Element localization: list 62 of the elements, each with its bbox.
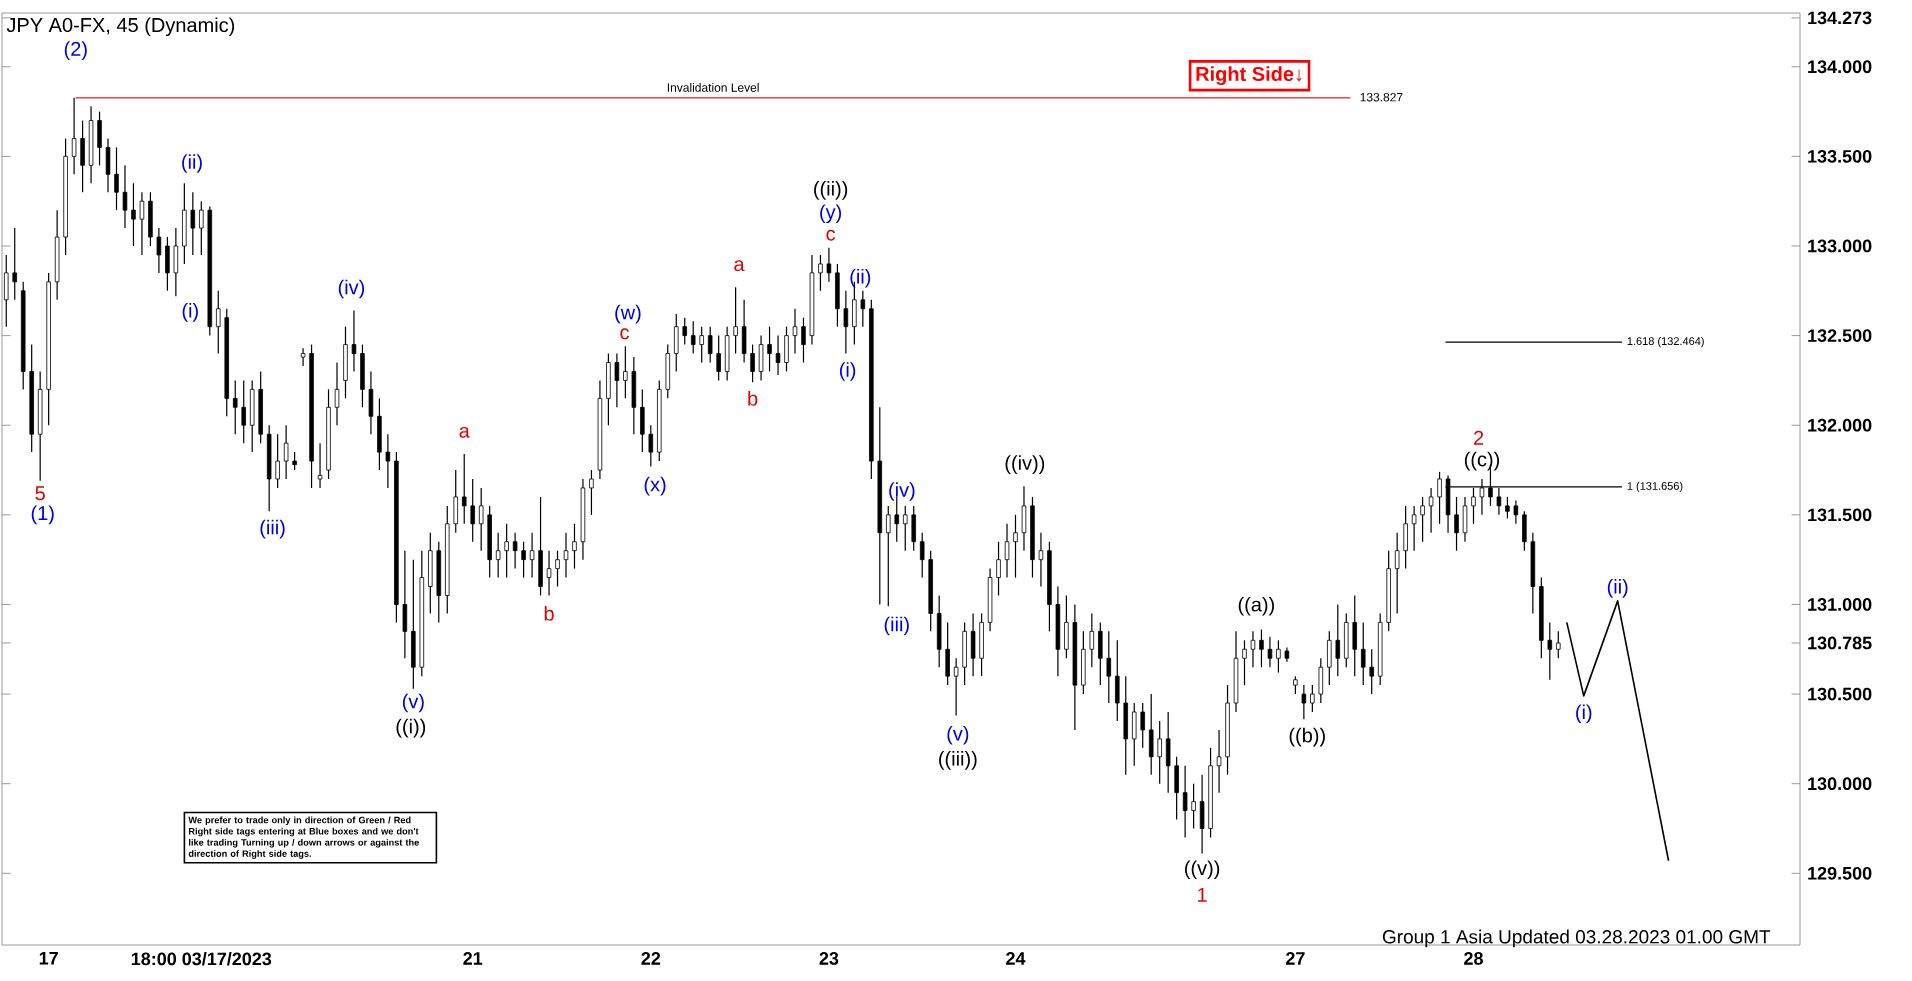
y-tick-label: 134.273 bbox=[1808, 11, 1872, 25]
x-tick-label: 22 bbox=[641, 952, 661, 965]
annotation: We prefer to trade only in direction of Green / Red Right side tags entering at Blue boxes and we don't like trading Turning up / down arrows or against the direction of Right side tags. bbox=[188, 816, 419, 859]
annotation: ((ii)) bbox=[814, 181, 848, 200]
y-tick-label: 133.000 bbox=[1808, 239, 1872, 253]
ref-line-label: Invalidation Level bbox=[667, 82, 759, 92]
annotation: (ii) bbox=[182, 154, 202, 173]
annotation: (i) bbox=[839, 362, 856, 381]
y-tick-label: 132.500 bbox=[1808, 329, 1872, 342]
chart-title: JPY A0-FX, 45 (Dynamic) bbox=[6, 17, 235, 37]
annotation: b bbox=[544, 606, 554, 621]
y-tick-label: 133.500 bbox=[1808, 149, 1872, 163]
annotation: 133.827 bbox=[1360, 93, 1403, 102]
annotation: ((v)) bbox=[1185, 860, 1220, 880]
annotation: ((iv)) bbox=[1005, 455, 1045, 474]
annotation: (v) bbox=[947, 725, 969, 745]
annotation: (iii) bbox=[884, 616, 909, 636]
annotation: (iii) bbox=[260, 519, 285, 539]
y-tick-label: 132.000 bbox=[1808, 418, 1872, 432]
y-tick-label: 129.500 bbox=[1808, 866, 1872, 880]
annotation: (1) bbox=[31, 505, 54, 525]
annotation: b bbox=[748, 391, 758, 406]
annotation: ((iii)) bbox=[939, 751, 977, 770]
y-tick-label: 130.785 bbox=[1808, 636, 1872, 650]
y-tick-label: 130.500 bbox=[1808, 687, 1872, 701]
annotation: 2 bbox=[1474, 430, 1484, 445]
x-tick-label: 28 bbox=[1464, 952, 1483, 965]
annotation: ((b)) bbox=[1289, 727, 1325, 747]
annotation: (w) bbox=[615, 304, 641, 324]
annotation: ((a)) bbox=[1238, 596, 1275, 616]
annotation: 5 bbox=[35, 486, 45, 501]
x-tick-label: 21 bbox=[463, 952, 483, 965]
annotation: Group 1 Asia Updated 03.28.2023 01.00 GMT bbox=[1382, 929, 1771, 948]
annotation: (iv) bbox=[889, 482, 915, 501]
annotation: (x) bbox=[644, 476, 666, 496]
annotation: ((c)) bbox=[1464, 451, 1500, 471]
annotation: c bbox=[620, 328, 629, 340]
y-tick-label: 134.000 bbox=[1808, 60, 1872, 74]
x-tick-label: 23 bbox=[819, 952, 839, 965]
ref-line-label: 1.618 (132.464) bbox=[1627, 336, 1704, 348]
y-tick-label: 131.000 bbox=[1808, 598, 1872, 611]
x-tick-label: 18:00 03/17/2023 bbox=[131, 952, 272, 966]
annotation: 1 bbox=[1198, 887, 1207, 902]
annotation: a bbox=[459, 426, 470, 438]
annotation: a bbox=[734, 260, 745, 272]
annotation: (2) bbox=[64, 41, 87, 60]
x-tick-label: 17 bbox=[39, 952, 58, 965]
annotation: (y) bbox=[820, 204, 842, 224]
annotation: ((i)) bbox=[396, 718, 426, 738]
annotation: (iv) bbox=[338, 279, 365, 299]
annotation: (i) bbox=[1576, 704, 1592, 724]
ref-line-label: 1 (131.656) bbox=[1627, 481, 1683, 493]
x-tick-label: 24 bbox=[1006, 952, 1026, 965]
annotation: (v) bbox=[402, 693, 424, 713]
annotation: Right Side↓ bbox=[1196, 66, 1302, 86]
annotation: c bbox=[826, 229, 836, 241]
annotation: (ii) bbox=[1607, 579, 1628, 598]
annotation: (ii) bbox=[850, 268, 871, 288]
y-tick-label: 131.500 bbox=[1808, 508, 1872, 522]
y-tick-label: 130.000 bbox=[1808, 777, 1872, 791]
x-tick-label: 27 bbox=[1286, 952, 1305, 965]
annotation: (i) bbox=[182, 303, 198, 322]
